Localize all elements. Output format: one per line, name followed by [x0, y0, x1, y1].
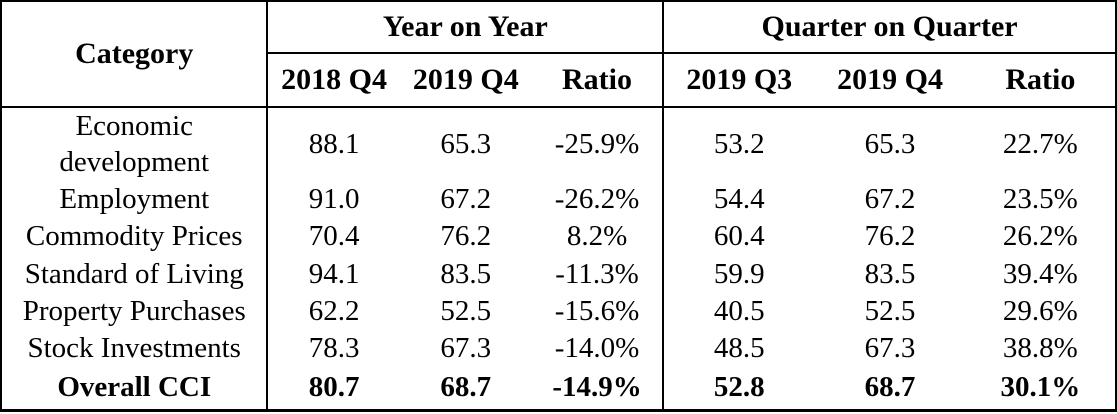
cell-qoq-2019-q4: 83.5	[864, 257, 916, 290]
cell-yoy-2019-q4: 67.2	[440, 183, 492, 216]
cell-yoy-ratio: -15.6%	[531, 292, 665, 331]
cell-category: Commodity Prices	[1, 218, 269, 256]
cell-yoy-ratio: -11.3%	[531, 255, 665, 293]
cell-category: Standard of Living	[1, 255, 269, 293]
cell-category: Employment	[1, 181, 269, 219]
cell-qoq-ratio: 23.5%	[1002, 183, 1078, 216]
subheader-qoq-ratio: Ratio	[965, 53, 1116, 108]
cell-yoy-ratio: -26.2%	[531, 181, 665, 219]
subheader-yoy-ratio: Ratio	[531, 53, 665, 108]
cell-yoy-2018-q4: 88.1	[308, 127, 360, 160]
cell-qoq-ratio: 30.1%	[1000, 371, 1081, 404]
cell-yoy-ratio: -14.9%	[531, 367, 665, 411]
cell-qoq-2019-q3: 60.4	[713, 220, 765, 253]
cell-category: Economic development	[1, 107, 269, 182]
table-row-employment: Employment 91.0 67.2 -26.2% 54.4 67.2 23…	[1, 181, 1116, 219]
cell-qoq-2019-q4: 52.5	[864, 294, 916, 327]
header-group-year-on-year: Year on Year	[267, 1, 665, 54]
table-row-economic-development: Economic development 88.1 65.3 -25.9% 53…	[1, 107, 1116, 182]
subheader-yoy-2018-q4: 2018 Q4	[267, 53, 400, 108]
cell-yoy-ratio: 8.2%	[531, 218, 665, 256]
cell-yoy-2019-q4: 68.7	[440, 371, 492, 404]
cell-qoq-2019-q3: 59.9	[713, 257, 765, 290]
table-row-standard-of-living: Standard of Living 94.1 83.5 -11.3% 59.9…	[1, 255, 1116, 293]
cell-yoy-2018-q4: 78.3	[308, 331, 360, 364]
cell-yoy-ratio: -25.9%	[531, 107, 665, 182]
cell-qoq-2019-q3: 40.5	[713, 294, 765, 327]
header-group-row: Category Year on Year Quarter on Quarter	[1, 1, 1116, 108]
subheader-qoq-2019-q4: 2019 Q4	[814, 53, 966, 108]
cell-qoq-2019-q4: 65.3	[864, 127, 916, 160]
cell-qoq-ratio: 38.8%	[1002, 331, 1078, 364]
subheader-qoq-2019-q3: 2019 Q3	[663, 53, 815, 108]
header-category: Category	[1, 1, 269, 108]
cell-yoy-2018-q4: 62.2	[308, 294, 360, 327]
table-row-commodity-prices: Commodity Prices 70.4 76.2 8.2% 60.4 76.…	[1, 218, 1116, 256]
table-row-stock-investments: Stock Investments 78.3 67.3 -14.0% 48.5 …	[1, 330, 1116, 368]
cell-category: Property Purchases	[1, 292, 269, 331]
cell-qoq-ratio: 22.7%	[1002, 127, 1078, 160]
subheader-yoy-2019-q4: 2019 Q4	[399, 53, 532, 108]
cell-qoq-ratio: 39.4%	[1002, 257, 1078, 290]
cell-qoq-2019-q4: 67.3	[864, 331, 916, 364]
cell-yoy-2019-q4: 67.3	[440, 331, 492, 364]
cell-qoq-2019-q4: 68.7	[864, 371, 916, 404]
cell-yoy-2018-q4: 70.4	[308, 220, 360, 253]
cell-yoy-2019-q4: 76.2	[440, 220, 492, 253]
cell-qoq-2019-q4: 67.2	[864, 183, 916, 216]
table-row-property-purchases: Property Purchases 62.2 52.5 -15.6% 40.5…	[1, 292, 1116, 331]
cell-qoq-ratio: 29.6%	[1002, 294, 1078, 327]
cell-qoq-ratio: 26.2%	[1002, 220, 1078, 253]
cell-qoq-2019-q4: 76.2	[864, 220, 916, 253]
header-group-quarter-on-quarter: Quarter on Quarter	[663, 1, 1116, 54]
cell-qoq-2019-q3: 53.2	[713, 127, 765, 160]
header-sub-row: 2018 Q4 2019 Q4 Ratio 2019 Q3 2019 Q4 Ra…	[1, 53, 1116, 108]
cell-category: Stock Investments	[1, 330, 269, 368]
cell-yoy-2018-q4: 94.1	[308, 257, 360, 290]
cell-yoy-2019-q4: 52.5	[440, 294, 492, 327]
cell-yoy-2019-q4: 65.3	[440, 127, 492, 160]
cell-qoq-2019-q3: 54.4	[713, 183, 765, 216]
cell-yoy-2018-q4: 91.0	[308, 183, 360, 216]
cell-yoy-2019-q4: 83.5	[440, 257, 492, 290]
cell-yoy-2018-q4: 80.7	[308, 371, 360, 404]
cell-qoq-2019-q3: 52.8	[713, 371, 765, 404]
cell-qoq-2019-q3: 48.5	[713, 331, 765, 364]
cell-yoy-ratio: -14.0%	[531, 330, 665, 368]
table-row-overall-cci: Overall CCI 80.7 68.7 -14.9% 52.8 68.7 3…	[1, 367, 1116, 411]
cell-category: Overall CCI	[1, 367, 269, 411]
